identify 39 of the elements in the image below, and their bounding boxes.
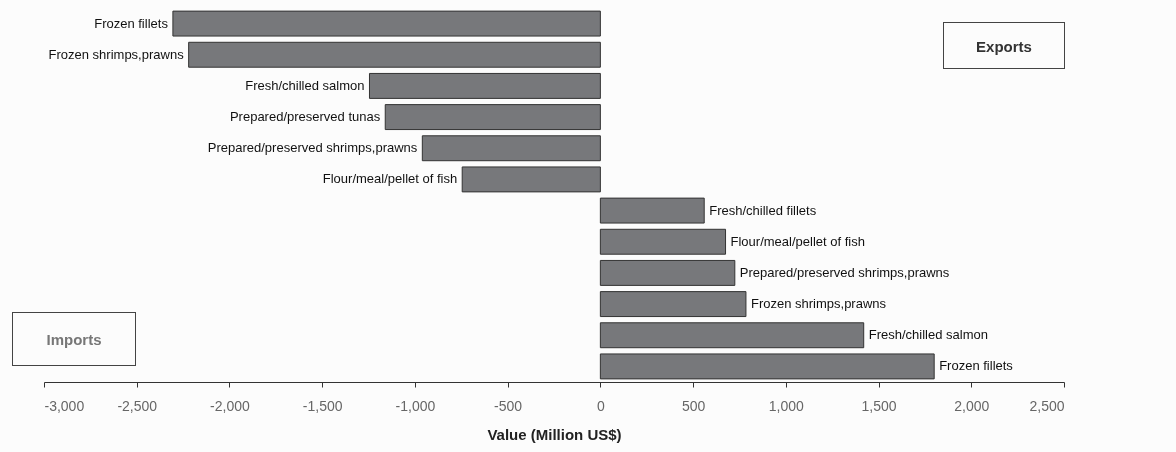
bar (599, 291, 747, 318)
x-tick-label: -2,000 (210, 397, 251, 414)
y-tick-label: Frozen shrimps,prawns (48, 46, 185, 62)
annotation: Exports (976, 37, 1032, 54)
bar (599, 322, 865, 349)
bar (599, 259, 736, 286)
x-tick-label: 2,500 (1029, 397, 1065, 414)
y-tick-label: Fresh/chilled fillets (709, 202, 817, 218)
bar (368, 72, 601, 99)
y-tick-label: Frozen fillets (939, 358, 1014, 374)
bar (599, 197, 705, 224)
bar (599, 228, 727, 255)
x-tick-label: 2,000 (954, 397, 990, 414)
x-tick-label: -1,500 (302, 397, 343, 414)
y-tick-label: Flour/meal/pellet of fish (322, 171, 458, 187)
x-tick-label: -2,500 (117, 397, 158, 414)
x-tick-label: 0 (596, 397, 605, 414)
x-tick-label: 500 (681, 397, 706, 414)
x-tick-label: 1,000 (768, 397, 805, 414)
annotation: Imports (46, 330, 102, 348)
y-tick-label: Prepared/preserved shrimps,prawns (739, 264, 950, 280)
y-tick-label: Frozen shrimps,prawns (750, 296, 887, 312)
bar (421, 135, 601, 162)
y-tick-label: Frozen fillets (94, 15, 169, 31)
bar (599, 353, 935, 380)
x-tick-label: -1,000 (395, 397, 436, 414)
y-tick-label: Prepared/preserved shrimps,prawns (207, 140, 418, 156)
x-tick-label: -500 (494, 397, 523, 414)
x-tick-label: 1,500 (861, 397, 897, 414)
bar (461, 166, 601, 193)
bar (384, 104, 601, 131)
bar (172, 10, 601, 37)
y-tick-label: Prepared/preserved tunas (229, 109, 381, 125)
y-tick-label: Fresh/chilled salmon (245, 77, 365, 93)
x-axis-title: Value (Million US$) (487, 425, 622, 443)
x-tick-label: -3,000 (44, 397, 85, 414)
y-tick-label: Flour/meal/pellet of fish (730, 233, 865, 249)
bar (188, 41, 601, 68)
y-tick-label: Fresh/chilled salmon (868, 327, 988, 343)
